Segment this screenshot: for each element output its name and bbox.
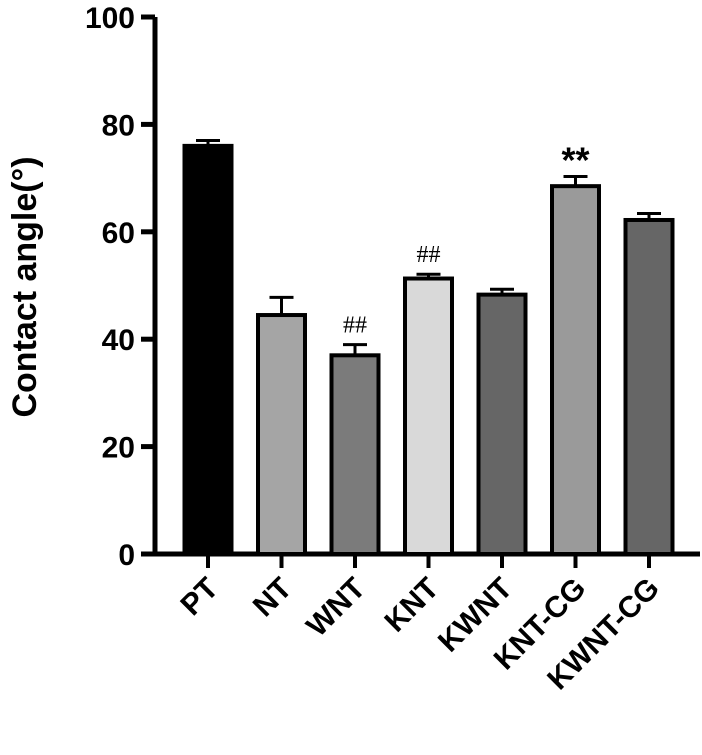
bar-kwnt-cg xyxy=(623,217,675,556)
x-tick-label: PT xyxy=(175,572,225,622)
annotations: ## ## ** xyxy=(343,139,590,338)
y-tick-label: 100 xyxy=(85,2,135,35)
bar-wnt xyxy=(329,353,381,556)
bar-nt xyxy=(256,313,307,556)
y-tick-label: 20 xyxy=(102,432,135,465)
bar-knt-cg xyxy=(550,184,601,556)
significance-label: ## xyxy=(343,313,367,339)
bar-pt xyxy=(182,143,234,556)
x-tick-label: WNT xyxy=(300,572,372,644)
x-axis xyxy=(153,551,700,568)
y-tick-label: 40 xyxy=(102,324,135,357)
y-tick-label: 60 xyxy=(102,217,135,250)
x-tick-label: NT xyxy=(247,572,299,624)
error-bars xyxy=(196,139,661,356)
bar-knt xyxy=(403,276,454,556)
bars xyxy=(182,143,675,556)
significance-label: ** xyxy=(561,139,589,180)
y-axis: 0 20 40 60 80 100 xyxy=(85,2,158,572)
significance-label: ## xyxy=(417,242,441,268)
x-tick-label: KNT xyxy=(379,572,446,639)
bar-kwnt xyxy=(476,292,528,556)
y-tick-label: 80 xyxy=(102,109,135,142)
y-tick-label: 0 xyxy=(118,539,135,572)
y-axis-title: Contact angle(°) xyxy=(6,156,44,417)
